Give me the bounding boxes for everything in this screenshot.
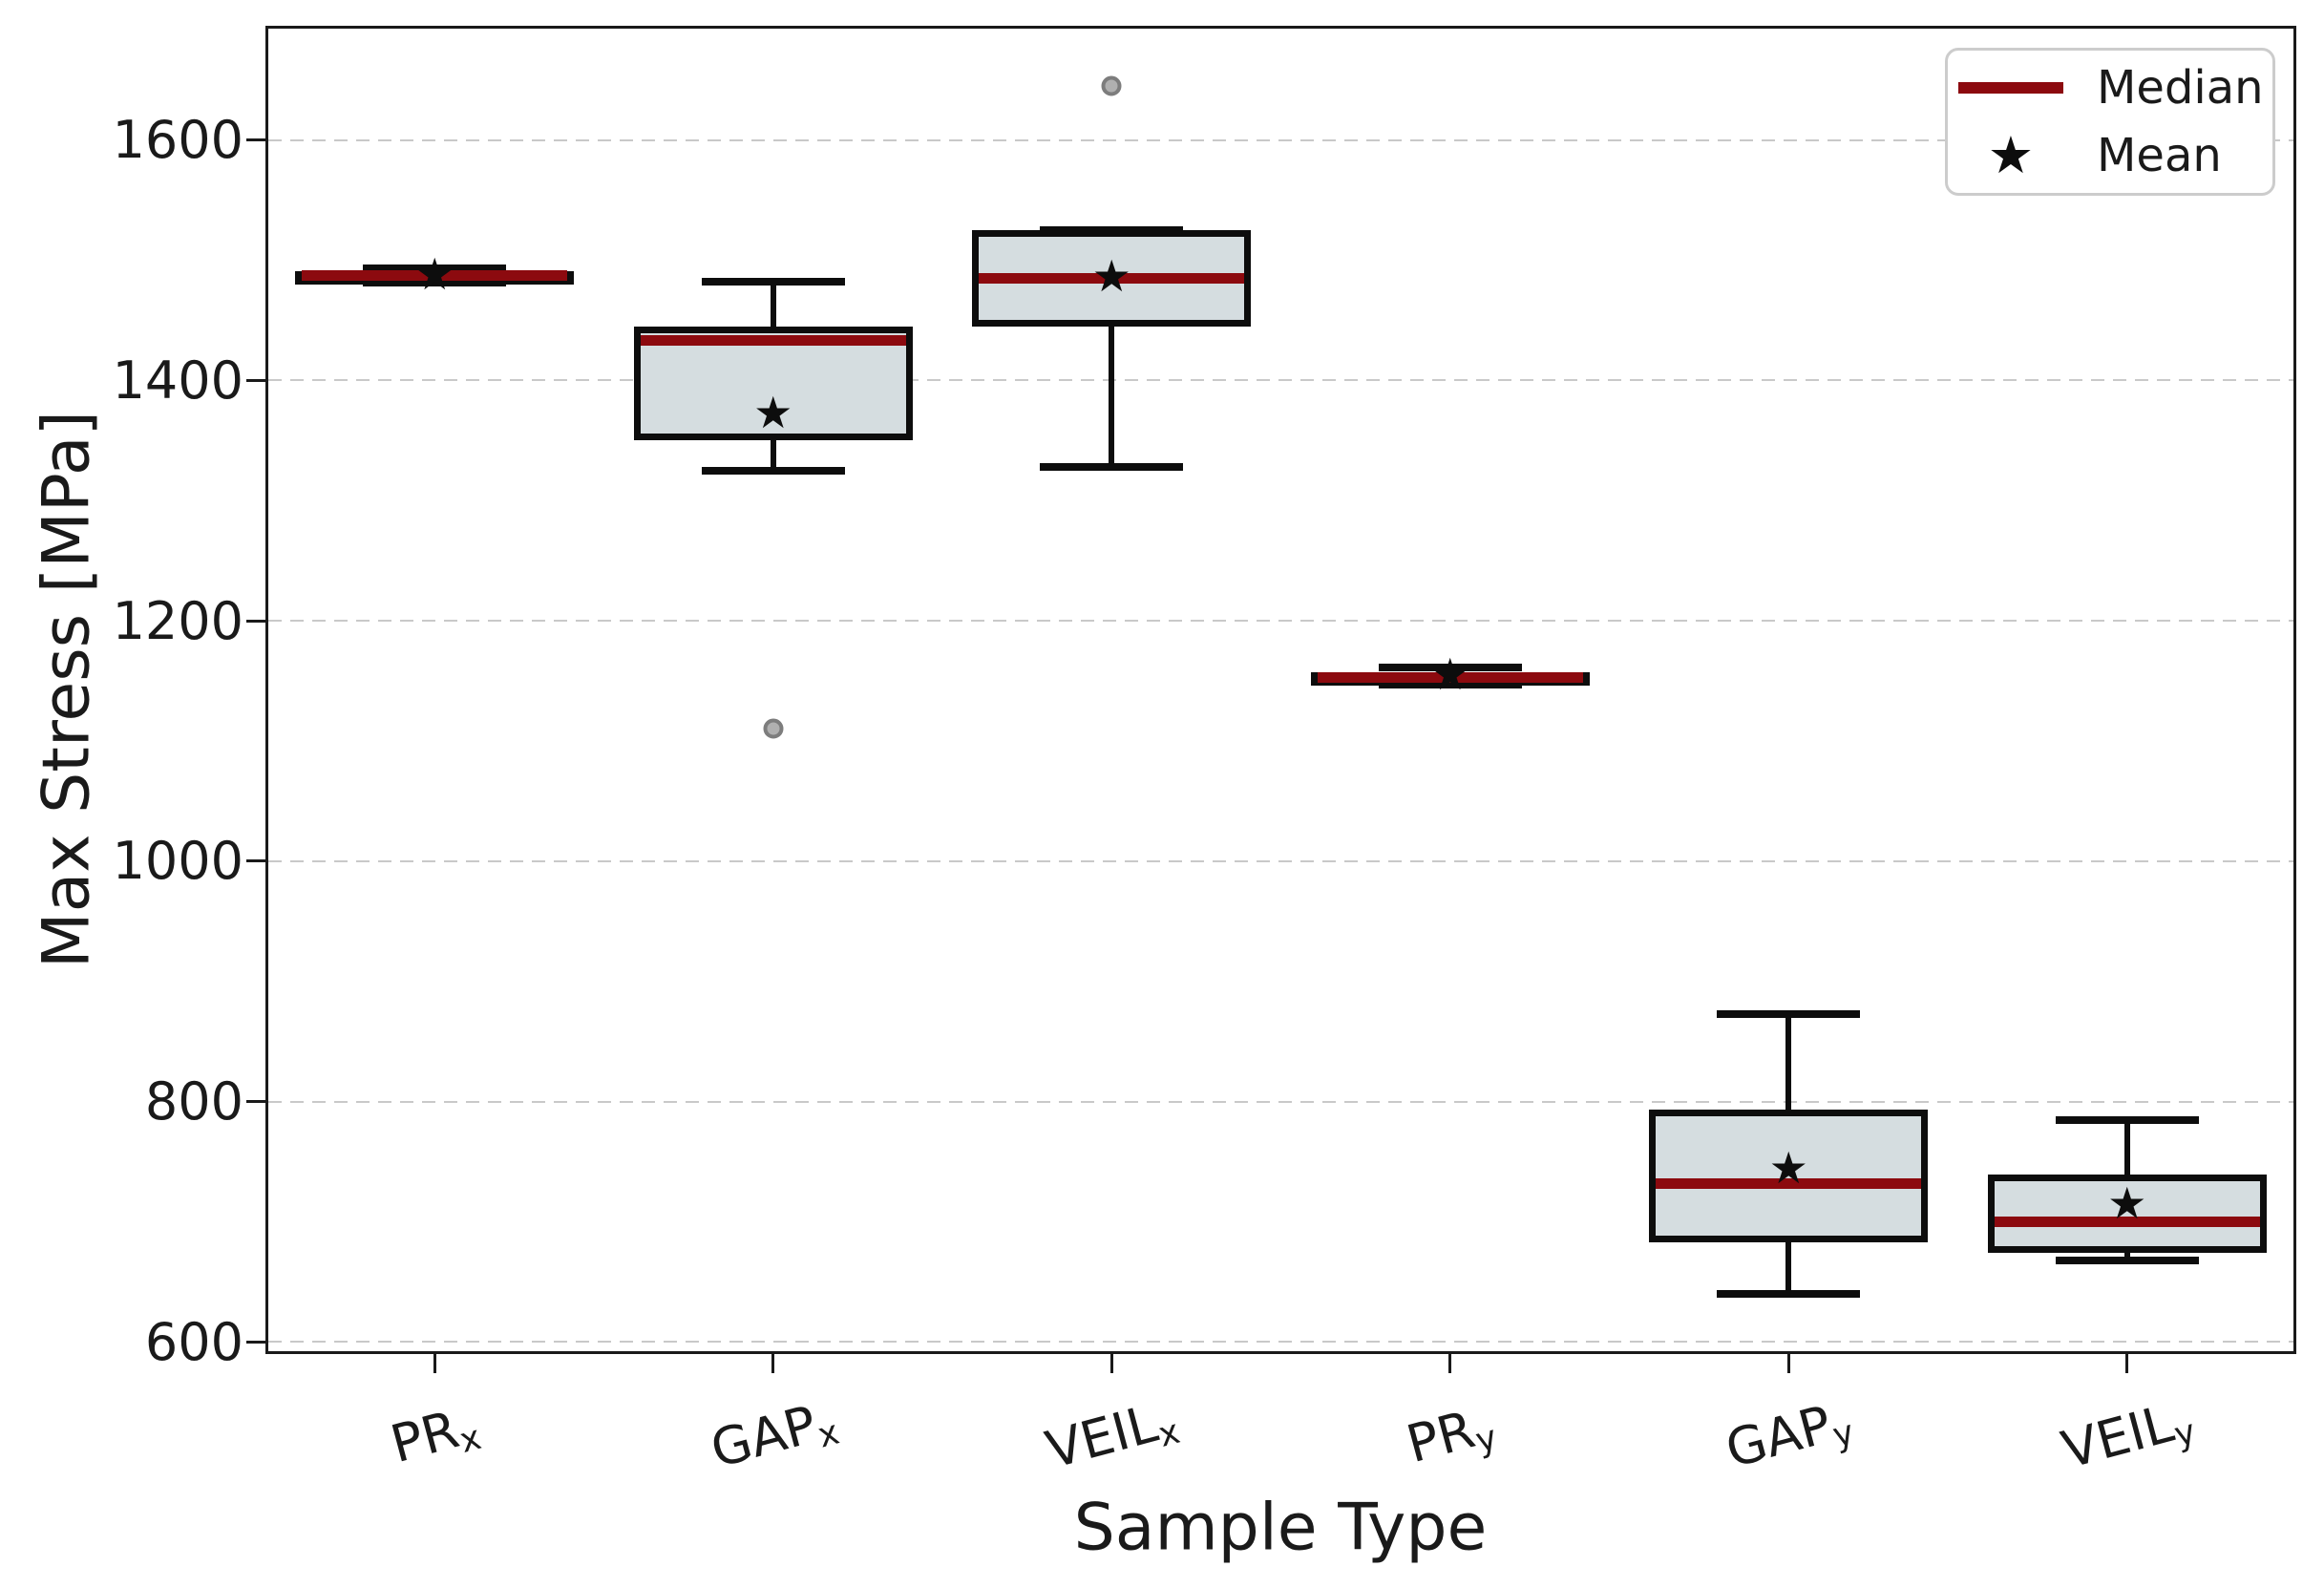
legend: Median ★ Mean — [1945, 48, 2275, 196]
mean-swatch-area: ★ — [1948, 130, 2074, 181]
median-line-VEIL_x — [979, 272, 1245, 284]
gridline-y-1600 — [268, 138, 2293, 141]
y-tick-mark — [246, 1100, 265, 1104]
lower-whisker-cap — [1717, 1290, 1861, 1299]
upper-whisker-cap — [701, 278, 845, 286]
mean-marker-PR_x: ★ — [414, 247, 454, 300]
x-axis-title: Sample Type — [1073, 1490, 1488, 1566]
lower-whisker-cap — [2055, 1256, 2199, 1264]
x-tick-mark — [1448, 1354, 1452, 1373]
mean-marker-VEIL_y: ★ — [2107, 1177, 2147, 1230]
y-tick-label: 1200 — [112, 590, 243, 651]
median-line-icon — [1958, 82, 2063, 94]
y-tick-mark — [246, 378, 265, 382]
x-tick-label-text: VEILx — [1040, 1393, 1185, 1481]
x-tick-mark — [433, 1354, 436, 1373]
median-line-PR_x — [302, 270, 568, 282]
legend-item-mean: ★ Mean — [1948, 125, 2272, 186]
y-tick-mark — [246, 138, 265, 142]
x-tick-label-text: GAPx — [704, 1393, 843, 1480]
median-swatch-area — [1948, 82, 2074, 94]
lower-whisker — [770, 440, 776, 471]
legend-mean-label: Mean — [2097, 129, 2222, 182]
y-tick-label: 800 — [144, 1071, 243, 1133]
outlier-point-GAP_x — [763, 718, 784, 739]
upper-whisker-cap — [363, 265, 507, 273]
x-tick-mark — [1786, 1354, 1790, 1373]
upper-whisker — [2123, 1119, 2130, 1175]
gridline-y-800 — [268, 1100, 2293, 1103]
median-line-PR_y — [1317, 671, 1583, 683]
median-line-VEIL_y — [1994, 1217, 2260, 1228]
lower-whisker — [1785, 1241, 1792, 1295]
box-GAP_y — [1649, 1110, 1929, 1242]
upper-whisker-cap — [1717, 1009, 1861, 1018]
y-tick-label: 600 — [144, 1311, 243, 1372]
y-axis-title: Max Stress [MPa] — [29, 410, 105, 969]
gridline-y-1000 — [268, 859, 2293, 862]
box-VEIL_y — [1987, 1175, 2267, 1254]
x-tick-label-text: PRx — [385, 1399, 486, 1475]
y-tick-mark — [246, 1340, 265, 1344]
lower-whisker-cap — [701, 466, 845, 475]
legend-median-label: Median — [2097, 61, 2264, 115]
y-tick-label: 1600 — [112, 110, 243, 171]
y-tick-label: 1400 — [112, 349, 243, 411]
median-line-GAP_y — [1656, 1177, 1922, 1189]
lower-whisker — [1109, 326, 1115, 467]
mean-marker-VEIL_x: ★ — [1091, 250, 1131, 303]
mean-marker-PR_y: ★ — [1430, 648, 1470, 701]
star-icon: ★ — [1987, 125, 2035, 185]
x-tick-mark — [1109, 1354, 1113, 1373]
mean-marker-GAP_y: ★ — [1768, 1142, 1808, 1195]
upper-whisker — [770, 282, 776, 327]
gridline-y-600 — [268, 1341, 2293, 1344]
legend-item-median: Median — [1948, 57, 2272, 118]
x-tick-mark — [771, 1354, 775, 1373]
x-tick-label-text: PRy — [1400, 1399, 1501, 1475]
lower-whisker-cap — [1040, 462, 1184, 471]
gridline-y-1400 — [268, 379, 2293, 382]
mean-marker-GAP_x: ★ — [753, 386, 793, 438]
plot-frame — [265, 26, 2296, 1354]
outlier-point-VEIL_x — [1101, 75, 1122, 96]
gridline-y-1200 — [268, 620, 2293, 623]
upper-whisker-cap — [1378, 664, 1522, 672]
upper-whisker-cap — [2055, 1115, 2199, 1124]
x-tick-mark — [2125, 1354, 2129, 1373]
y-tick-mark — [246, 859, 265, 863]
x-tick-label-text: VEILy — [2055, 1393, 2200, 1481]
x-tick-label-text: GAPy — [1720, 1393, 1859, 1480]
median-line-GAP_x — [640, 335, 906, 347]
upper-whisker — [1785, 1013, 1792, 1111]
y-tick-mark — [246, 619, 265, 623]
y-tick-label: 1000 — [112, 831, 243, 892]
